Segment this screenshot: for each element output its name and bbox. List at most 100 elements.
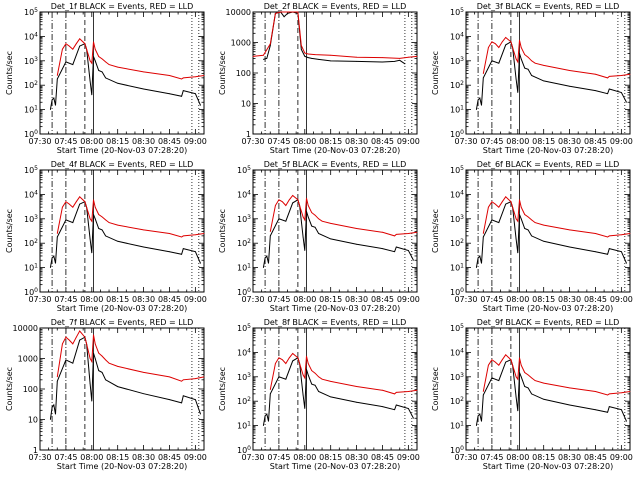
panel-8: Det_8f BLACK = Events, RED = LLD Counts/s… [218, 318, 420, 471]
y-tick-exponent: 5 [460, 7, 464, 14]
x-tick-label: 08:30 [132, 453, 155, 462]
series-lld-point [306, 355, 307, 357]
series-events-point [519, 53, 520, 54]
series-events-point [519, 214, 520, 215]
y-tick-exponent: 4 [34, 31, 38, 38]
y-tick-label: 10 [28, 416, 38, 425]
series-events-point [53, 97, 55, 99]
series-lld-point [501, 41, 503, 43]
y-tick-exponent: 0 [247, 445, 251, 452]
x-tick-label: 09:00 [610, 137, 633, 146]
series-events-point [306, 369, 307, 370]
series-lld-point [181, 380, 182, 382]
series-events-point [49, 419, 51, 420]
series-events-point [520, 218, 522, 220]
series-events-point [626, 420, 627, 422]
series-events-point [531, 393, 532, 395]
panel-title: Det_2f BLACK = Events, RED = LLD [264, 2, 407, 11]
series-events-point [479, 97, 481, 99]
series-events-point [527, 229, 529, 231]
series-lld-point [629, 73, 631, 75]
y-tick-exponent: 4 [460, 189, 464, 196]
x-tick-label: 09:00 [397, 453, 420, 462]
series-events-point [481, 104, 482, 106]
series-lld-point [299, 363, 301, 364]
series-lld-point [607, 77, 608, 79]
series-lld-point [527, 374, 529, 376]
series-lld-point [275, 363, 276, 364]
series-lld-point [93, 41, 94, 43]
y-tick-label: 100 [23, 385, 38, 394]
y-tick-exponent: 3 [247, 372, 251, 379]
y-tick-exponent: 3 [34, 56, 38, 63]
y-tick-exponent: 2 [34, 80, 38, 87]
series-lld-point [519, 39, 520, 41]
series-lld-point [330, 54, 332, 56]
x-tick-label: 08:45 [158, 137, 181, 146]
series-lld-line [56, 330, 205, 382]
panel-title: Det_9f BLACK = Events, RED = LLD [477, 318, 620, 327]
series-events-point [475, 267, 477, 268]
series-events-point [65, 61, 67, 63]
series-events-point [56, 380, 58, 382]
series-lld-point [330, 222, 332, 224]
series-lld-point [482, 391, 484, 392]
series-lld-point [512, 47, 514, 48]
series-lld-point [65, 201, 67, 203]
series-lld-point [607, 236, 608, 238]
series-lld-line [482, 354, 631, 396]
series-lld-point [311, 212, 313, 213]
series-lld-point [517, 378, 519, 380]
series-lld-point [488, 364, 489, 366]
series-events-point [169, 399, 170, 400]
series-lld-point [86, 343, 88, 345]
series-events-line [475, 359, 627, 426]
series-events-point [608, 248, 610, 250]
y-tick-label: 104 [237, 347, 251, 357]
series-events-point [72, 64, 74, 65]
series-lld-point [629, 233, 631, 234]
series-lld-point [407, 56, 409, 58]
series-events-point [98, 370, 100, 372]
series-lld-point [520, 364, 522, 366]
series-lld-line [56, 196, 205, 238]
series-events-point [302, 394, 304, 396]
series-events-point [595, 90, 596, 92]
y-tick-exponent: 5 [247, 323, 251, 330]
series-lld-point [318, 218, 319, 220]
series-lld-point [407, 233, 409, 234]
series-events-point [93, 352, 94, 354]
series-lld-point [84, 336, 86, 338]
x-axis-label: Start Time (20-Nov-03 07:28:20) [57, 462, 187, 471]
y-tick-label: 101 [450, 105, 464, 115]
series-events-point [330, 396, 332, 398]
series-events-point [101, 71, 103, 73]
series-lld-point [68, 45, 70, 47]
y-tick-exponent: 1 [34, 105, 38, 112]
panel-title: Det_7f BLACK = Events, RED = LLD [51, 318, 194, 327]
series-lld-point [281, 359, 283, 361]
y-tick-label: 101 [237, 421, 251, 431]
y-tick-label: 104 [450, 31, 464, 41]
y-tick-label: 102 [237, 238, 251, 248]
series-events-point [304, 250, 306, 251]
plot-frame [252, 327, 418, 451]
y-tick-exponent: 5 [34, 165, 38, 172]
y-tick-label: 104 [450, 347, 464, 357]
x-axis-label: Start Time (20-Nov-03 07:28:20) [270, 146, 400, 155]
y-tick-exponent: 3 [460, 214, 464, 221]
series-events-point [307, 374, 309, 376]
y-axis-label: Counts/sec [431, 209, 440, 253]
series-events-point [89, 80, 91, 82]
plot-frame [465, 169, 631, 293]
series-lld-point [505, 196, 507, 198]
x-axis-label: Start Time (20-Nov-03 07:28:20) [57, 146, 187, 155]
series-events-point [620, 251, 622, 253]
series-lld-point [275, 205, 276, 206]
series-events-point [517, 252, 519, 254]
panel-title: Det_3f BLACK = Events, RED = LLD [477, 2, 620, 11]
series-events-point [200, 262, 201, 264]
series-lld-point [394, 235, 395, 237]
series-lld-point [79, 196, 81, 198]
y-tick-label: 100 [450, 129, 464, 139]
